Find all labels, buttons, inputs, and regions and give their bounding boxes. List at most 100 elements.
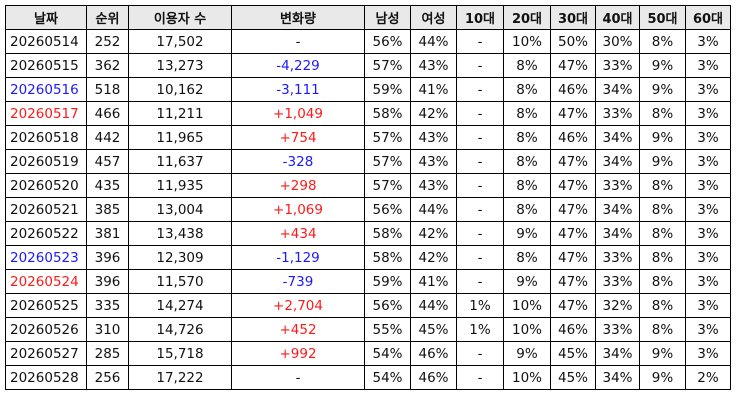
table-row: 20260517 466 11,211 +1,049 58% 42% -8% 47% 33% 8%… (5, 101, 731, 126)
header-twenties: 20대 (503, 5, 551, 30)
users-cell: 11,965 (128, 125, 232, 150)
table-row: 20260519 457 11,637 -328 57% 43% -8% 47% 34% 9% 3% (5, 149, 731, 174)
change-cell: +298 (231, 173, 365, 198)
twenties-cell: 8% (503, 53, 551, 78)
users-cell: 15,718 (128, 341, 232, 366)
table-row: 20260522 381 13,438 +434 58% 42% -9% 47% 34% 8% 3% (5, 221, 731, 246)
sixties-cell: 3% (685, 293, 731, 318)
header-sixties: 60대 (685, 5, 731, 30)
thirties-cell: 45% (550, 365, 596, 390)
teens-cell: - (456, 53, 504, 78)
header-fifties: 50대 (639, 5, 686, 30)
date-cell: 20260526 (5, 317, 87, 342)
male-cell: 56% (364, 29, 411, 54)
change-cell: +1,069 (231, 197, 365, 222)
twenties-cell: 8% (503, 245, 551, 270)
thirties-cell: 47% (550, 245, 596, 270)
rank-cell: 381 (86, 221, 129, 246)
date-cell: 20260525 (5, 293, 87, 318)
rank-cell: 362 (86, 53, 129, 78)
users-cell: 13,273 (128, 53, 232, 78)
fifties-cell: 9% (639, 149, 686, 174)
header-row: 날짜 순위 이용자 수 변화량 남성 여성 10대 20대 30대 40대 50대 60대 (5, 5, 731, 30)
rank-cell: 396 (86, 269, 129, 294)
sixties-cell: 3% (685, 245, 731, 270)
fifties-cell: 8% (639, 317, 686, 342)
table-row: 20260523 396 12,309 -1,129 58% 42% -8% 47% 33% 8%… (5, 245, 731, 270)
fifties-cell: 8% (639, 221, 686, 246)
date-cell: 20260514 (5, 29, 87, 54)
teens-cell: - (456, 173, 504, 198)
teens-cell: - (456, 365, 504, 390)
forties-cell: 33% (595, 53, 640, 78)
header-male: 남성 (364, 5, 411, 30)
sixties-cell: 3% (685, 77, 731, 102)
change-cell: +754 (231, 125, 365, 150)
male-cell: 58% (364, 245, 411, 270)
users-cell: 17,502 (128, 29, 232, 54)
table-row: 20260525 335 14,274 +2,704 56% 44% 1% 10% 47% 32%… (5, 293, 731, 318)
teens-cell: - (456, 197, 504, 222)
rank-cell: 442 (86, 125, 129, 150)
forties-cell: 34% (595, 77, 640, 102)
table-row: 20260520 435 11,935 +298 57% 43% -8% 47% 33% 8% 3% (5, 173, 731, 198)
header-forties: 40대 (595, 5, 640, 30)
twenties-cell: 9% (503, 341, 551, 366)
male-cell: 56% (364, 293, 411, 318)
forties-cell: 34% (595, 365, 640, 390)
forties-cell: 32% (595, 293, 640, 318)
thirties-cell: 47% (550, 149, 596, 174)
users-cell: 11,211 (128, 101, 232, 126)
male-cell: 57% (364, 53, 411, 78)
forties-cell: 33% (595, 269, 640, 294)
date-cell: 20260518 (5, 125, 87, 150)
thirties-cell: 46% (550, 77, 596, 102)
sixties-cell: 2% (685, 365, 731, 390)
twenties-cell: 8% (503, 197, 551, 222)
sixties-cell: 3% (685, 341, 731, 366)
female-cell: 44% (410, 197, 457, 222)
female-cell: 46% (410, 341, 457, 366)
twenties-cell: 8% (503, 149, 551, 174)
forties-cell: 33% (595, 245, 640, 270)
twenties-cell: 10% (503, 29, 551, 54)
teens-cell: - (456, 269, 504, 294)
rank-cell: 435 (86, 173, 129, 198)
header-change: 변화량 (231, 5, 365, 30)
change-cell: -4,229 (231, 53, 365, 78)
twenties-cell: 8% (503, 173, 551, 198)
table-row: 20260528 256 17,222-54% 46% -10% 45% 34% 9% 2% (5, 365, 731, 390)
date-cell: 20260528 (5, 365, 87, 390)
daily-user-stats-table: 날짜 순위 이용자 수 변화량 남성 여성 10대 20대 30대 40대 50대 60대 20260… (5, 5, 731, 390)
date-cell: 20260521 (5, 197, 87, 222)
thirties-cell: 47% (550, 293, 596, 318)
sixties-cell: 3% (685, 29, 731, 54)
female-cell: 41% (410, 269, 457, 294)
twenties-cell: 8% (503, 101, 551, 126)
users-cell: 14,726 (128, 317, 232, 342)
change-cell: -1,129 (231, 245, 365, 270)
male-cell: 59% (364, 269, 411, 294)
teens-cell: 1% (456, 293, 504, 318)
thirties-cell: 46% (550, 317, 596, 342)
thirties-cell: 47% (550, 101, 596, 126)
male-cell: 57% (364, 173, 411, 198)
teens-cell: 1% (456, 317, 504, 342)
twenties-cell: 10% (503, 293, 551, 318)
female-cell: 45% (410, 317, 457, 342)
female-cell: 42% (410, 101, 457, 126)
female-cell: 43% (410, 149, 457, 174)
thirties-cell: 47% (550, 269, 596, 294)
male-cell: 54% (364, 341, 411, 366)
twenties-cell: 9% (503, 269, 551, 294)
header-date: 날짜 (5, 5, 87, 30)
twenties-cell: 9% (503, 221, 551, 246)
forties-cell: 34% (595, 125, 640, 150)
change-cell: -3,111 (231, 77, 365, 102)
date-cell: 20260517 (5, 101, 87, 126)
male-cell: 58% (364, 221, 411, 246)
thirties-cell: 46% (550, 125, 596, 150)
forties-cell: 34% (595, 221, 640, 246)
female-cell: 41% (410, 77, 457, 102)
thirties-cell: 47% (550, 173, 596, 198)
